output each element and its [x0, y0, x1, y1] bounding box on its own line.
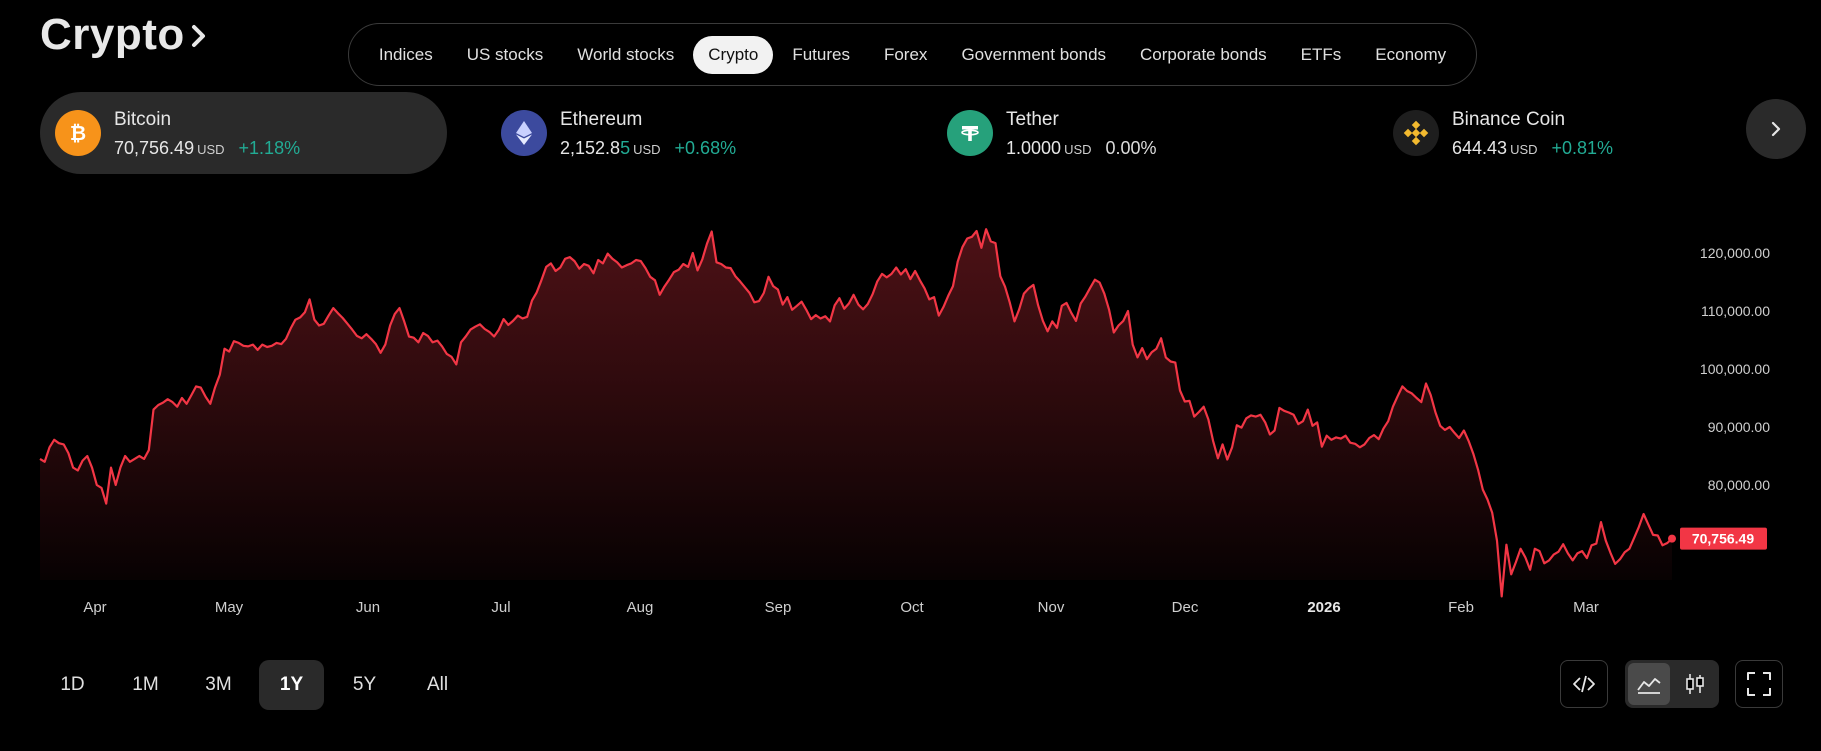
price-area	[40, 229, 1672, 597]
coin-price: 2,152.8	[560, 137, 621, 158]
coin-price-tail: 5	[620, 137, 631, 158]
coin-change: 0.00%	[1105, 137, 1157, 158]
coin-card-bitcoin[interactable]: ₿ Bitcoin 70,756.49 USD +1.18%	[40, 92, 447, 174]
range-3m[interactable]: 3M	[205, 674, 232, 695]
x-tick-label: Aug	[627, 599, 654, 616]
coin-price: 644.43	[1452, 137, 1508, 158]
ethereum-icon	[501, 110, 547, 156]
fullscreen-button[interactable]	[1735, 660, 1783, 708]
coin-card-tether[interactable]: Tether 1.0000 USD 0.00%	[932, 92, 1339, 174]
tab-futures[interactable]: Futures	[792, 44, 850, 64]
tab-indices[interactable]: Indices	[378, 44, 433, 64]
coin-card-binance-coin[interactable]: Binance Coin 644.43 USD +0.81%	[1378, 92, 1785, 174]
fullscreen-icon	[1747, 672, 1771, 696]
x-axis: Apr May Jun Jul Aug Sep Oct Nov Dec 2026 Feb Mar	[83, 599, 1599, 616]
tab-world-stocks[interactable]: World stocks	[577, 44, 675, 64]
page-title: Crypto	[40, 10, 185, 59]
coin-name: Bitcoin	[114, 108, 172, 130]
tab-corporate-bonds[interactable]: Corporate bonds	[1140, 44, 1267, 64]
chart-type-toggle	[1625, 660, 1719, 708]
candlestick-chart-button[interactable]	[1674, 663, 1716, 705]
coin-name: Ethereum	[560, 108, 643, 130]
coin-cards: ₿ Bitcoin 70,756.49 USD +1.18% Ethereum 2,…	[40, 92, 1806, 174]
y-axis: 120,000.00 110,000.00 100,000.00 90,000.00 8…	[1700, 245, 1770, 493]
coin-unit: USD	[197, 141, 225, 157]
x-tick-label: Mar	[1573, 599, 1599, 616]
coin-price: 1.0000	[1006, 137, 1062, 158]
x-tick-label: Jun	[356, 599, 380, 616]
embed-button-wrap	[1560, 660, 1608, 708]
tab-crypto[interactable]: Crypto	[693, 35, 774, 74]
range-1y[interactable]: 1Y	[259, 660, 324, 710]
x-tick-label: Dec	[1172, 599, 1199, 616]
last-price-dot	[1668, 534, 1676, 543]
x-tick-label: 2026	[1307, 599, 1340, 616]
coin-unit: USD	[1510, 141, 1538, 157]
coin-name: Tether	[1006, 108, 1059, 130]
coin-price: 70,756.49	[114, 137, 195, 158]
x-tick-label: Nov	[1038, 599, 1065, 616]
price-chart[interactable]: 120,000.00 110,000.00 100,000.00 90,000.00 8…	[0, 200, 1821, 630]
bitcoin-icon: ₿	[55, 110, 101, 156]
coin-unit: USD	[633, 141, 661, 157]
chevron-right-icon	[1771, 121, 1781, 137]
y-tick-label: 90,000.00	[1708, 419, 1770, 435]
x-tick-label: Sep	[765, 599, 792, 616]
coin-change: +0.81%	[1551, 137, 1614, 158]
tether-icon	[947, 110, 993, 156]
tab-us-stocks[interactable]: US stocks	[466, 44, 544, 64]
x-tick-label: Jul	[491, 599, 510, 616]
range-1m[interactable]: 1M	[132, 674, 159, 695]
x-tick-label: Feb	[1448, 599, 1474, 616]
svg-text:₿: ₿	[70, 121, 86, 145]
next-coins-button[interactable]	[1746, 99, 1806, 159]
coin-unit: USD	[1064, 141, 1092, 157]
binance-icon	[1393, 110, 1439, 156]
tab-forex[interactable]: Forex	[883, 44, 928, 64]
code-icon	[1573, 675, 1595, 693]
candlestick-icon	[1686, 674, 1704, 694]
area-chart-button[interactable]	[1628, 663, 1670, 705]
last-price-label: 70,756.49	[1680, 527, 1767, 550]
coin-change: +1.18%	[238, 137, 301, 158]
market-tabs: Indices US stocks World stocks Crypto Fu…	[348, 23, 1477, 86]
tab-government-bonds[interactable]: Government bonds	[961, 44, 1107, 64]
range-1d[interactable]: 1D	[60, 674, 85, 695]
range-all[interactable]: All	[426, 674, 449, 695]
fullscreen-button-wrap	[1735, 660, 1783, 708]
time-range-selector: 1D 1M 3M 1Y 5Y All	[40, 660, 470, 710]
page-title-link[interactable]: Crypto	[40, 10, 209, 60]
coin-name: Binance Coin	[1452, 108, 1566, 130]
chevron-right-icon	[191, 25, 205, 47]
embed-button[interactable]	[1560, 660, 1608, 708]
range-5y[interactable]: 5Y	[352, 674, 377, 695]
last-price-text: 70,756.49	[1692, 531, 1754, 547]
tab-etfs[interactable]: ETFs	[1300, 44, 1342, 64]
y-tick-label: 80,000.00	[1708, 477, 1770, 493]
x-tick-label: Oct	[900, 599, 924, 616]
coin-card-ethereum[interactable]: Ethereum 2,152.85 USD +0.68%	[486, 92, 893, 174]
coin-change: +0.68%	[674, 137, 737, 158]
y-tick-label: 120,000.00	[1700, 245, 1770, 261]
price-line	[39, 228, 1673, 598]
x-tick-label: May	[215, 599, 244, 616]
y-tick-label: 100,000.00	[1700, 361, 1770, 377]
x-tick-label: Apr	[83, 599, 106, 616]
y-tick-label: 110,000.00	[1701, 303, 1770, 319]
tab-economy[interactable]: Economy	[1375, 44, 1447, 64]
area-chart-icon	[1637, 678, 1661, 694]
